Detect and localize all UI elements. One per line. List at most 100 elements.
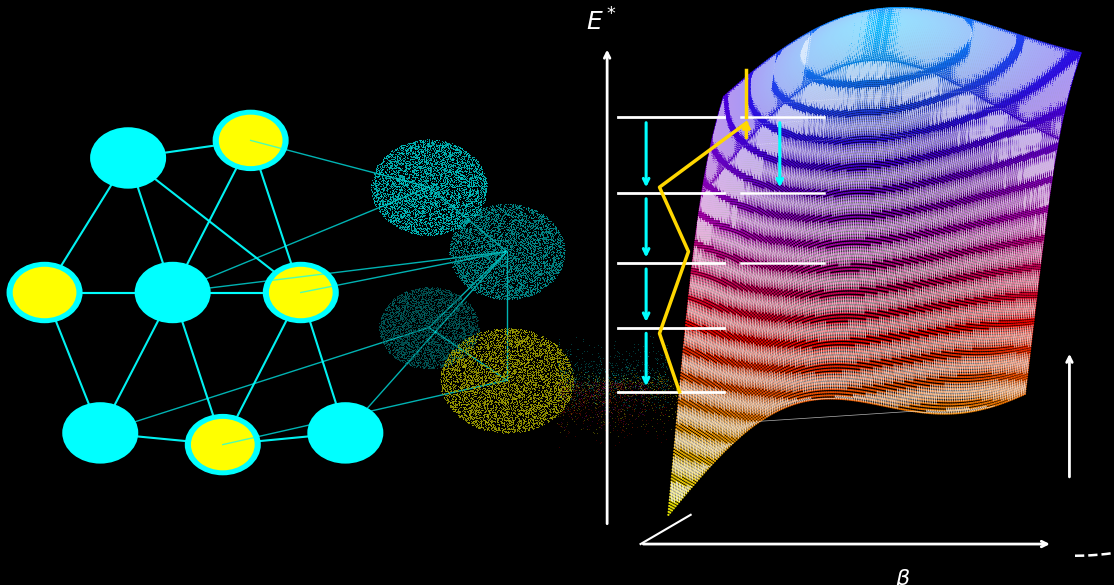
- Point: [789, 263, 807, 272]
- Point: [475, 412, 492, 422]
- Point: [459, 277, 477, 286]
- Point: [919, 405, 937, 414]
- Point: [713, 110, 731, 119]
- Point: [994, 288, 1012, 297]
- Point: [724, 122, 742, 131]
- Point: [788, 46, 805, 56]
- Point: [997, 146, 1015, 156]
- Point: [461, 227, 479, 236]
- Point: [441, 167, 459, 177]
- Point: [441, 255, 459, 264]
- Point: [389, 309, 407, 318]
- Point: [466, 356, 483, 365]
- Point: [413, 186, 431, 195]
- Point: [867, 191, 885, 201]
- Point: [960, 50, 978, 59]
- Point: [863, 376, 881, 385]
- Point: [1022, 71, 1039, 80]
- Point: [742, 112, 760, 122]
- Point: [981, 22, 999, 32]
- Point: [374, 168, 392, 178]
- Point: [476, 222, 494, 232]
- Point: [915, 12, 932, 22]
- Point: [420, 148, 438, 157]
- Point: [444, 380, 462, 390]
- Point: [862, 25, 880, 35]
- Point: [834, 278, 852, 287]
- Point: [507, 266, 525, 275]
- Point: [412, 347, 430, 357]
- Point: [553, 421, 570, 431]
- Point: [831, 26, 849, 35]
- Point: [1000, 374, 1018, 383]
- Point: [514, 237, 531, 246]
- Point: [811, 25, 829, 34]
- Point: [465, 373, 482, 382]
- Point: [512, 216, 530, 225]
- Point: [413, 332, 431, 342]
- Point: [822, 45, 840, 54]
- Point: [451, 147, 469, 157]
- Point: [428, 198, 446, 208]
- Point: [426, 225, 443, 234]
- Point: [934, 124, 951, 133]
- Point: [489, 399, 507, 408]
- Point: [836, 13, 853, 22]
- Point: [975, 56, 993, 66]
- Point: [915, 405, 932, 414]
- Point: [784, 290, 802, 299]
- Point: [468, 323, 486, 332]
- Point: [856, 123, 873, 132]
- Point: [792, 357, 810, 367]
- Point: [880, 290, 898, 299]
- Point: [490, 259, 508, 269]
- Point: [905, 222, 922, 232]
- Point: [538, 258, 556, 267]
- Point: [497, 261, 515, 270]
- Point: [517, 408, 535, 417]
- Point: [760, 282, 778, 291]
- Point: [873, 6, 891, 16]
- Point: [951, 20, 969, 30]
- Point: [841, 43, 859, 53]
- Point: [683, 360, 701, 369]
- Point: [475, 289, 492, 298]
- Point: [1055, 62, 1073, 71]
- Point: [783, 122, 801, 131]
- Point: [463, 304, 481, 313]
- Point: [1049, 135, 1067, 144]
- Point: [756, 261, 774, 271]
- Point: [495, 258, 512, 267]
- Point: [434, 389, 452, 398]
- Point: [993, 195, 1010, 204]
- Point: [408, 181, 426, 190]
- Point: [755, 191, 773, 200]
- Point: [749, 401, 766, 411]
- Point: [497, 252, 515, 261]
- Point: [408, 195, 426, 205]
- Point: [1059, 83, 1077, 92]
- Point: [398, 337, 416, 346]
- Point: [954, 98, 971, 108]
- Point: [468, 196, 486, 205]
- Point: [1061, 85, 1078, 95]
- Point: [498, 284, 516, 294]
- Point: [829, 18, 847, 27]
- Point: [417, 304, 434, 314]
- Point: [703, 157, 721, 167]
- Point: [999, 349, 1017, 358]
- Point: [461, 386, 479, 395]
- Point: [512, 228, 530, 238]
- Point: [680, 330, 697, 339]
- Point: [409, 339, 427, 348]
- Point: [820, 143, 838, 152]
- Point: [712, 337, 730, 346]
- Point: [850, 139, 868, 148]
- Point: [743, 99, 761, 108]
- Point: [872, 134, 890, 143]
- Point: [440, 317, 458, 326]
- Point: [798, 71, 815, 81]
- Point: [866, 393, 883, 402]
- Point: [687, 239, 705, 249]
- Point: [1037, 135, 1055, 144]
